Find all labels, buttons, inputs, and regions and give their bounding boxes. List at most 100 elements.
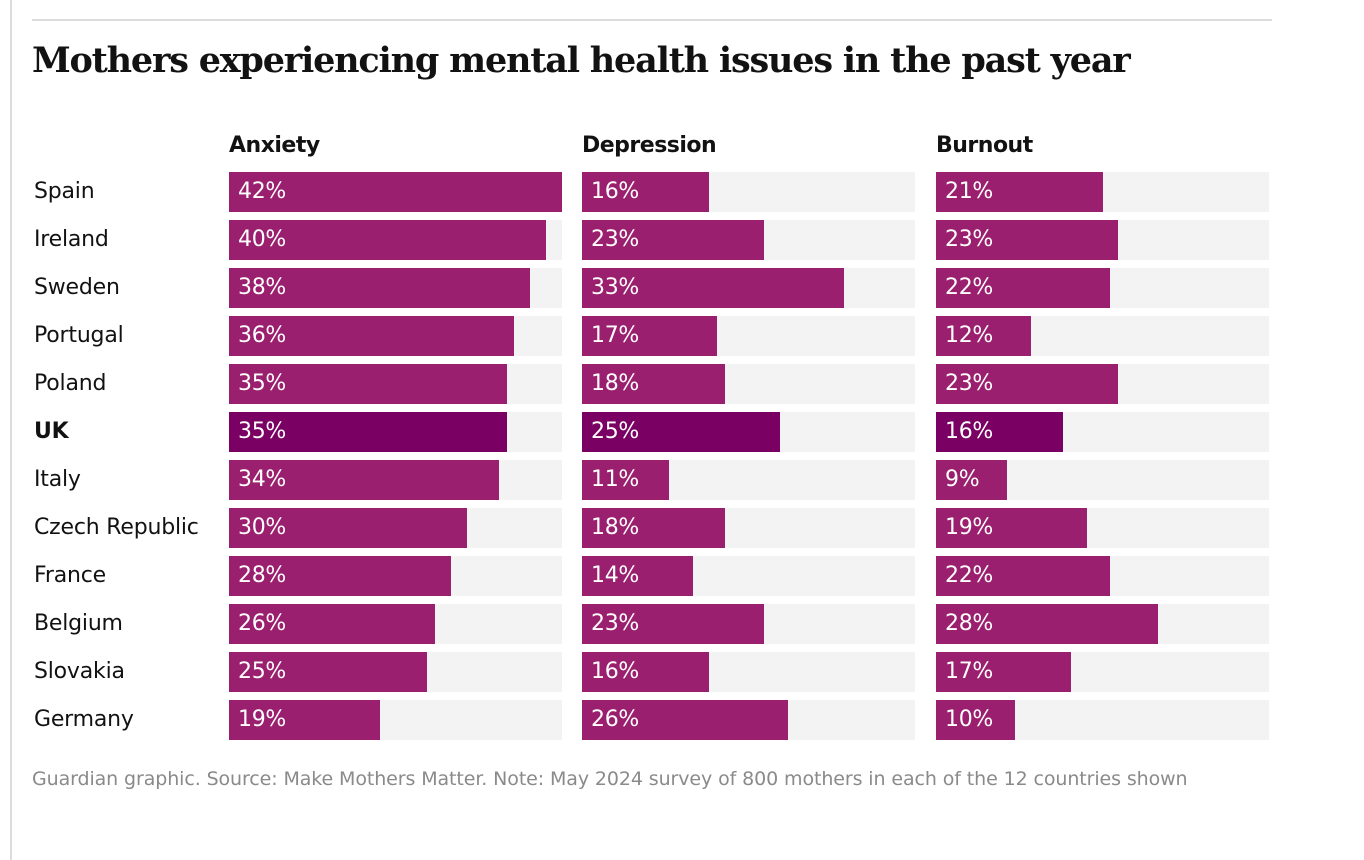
bar-anxiety: 28%: [229, 556, 451, 596]
data-label: 23%: [591, 227, 639, 252]
bar-track: 18%: [582, 508, 915, 548]
bar-track: 14%: [582, 556, 915, 596]
bar-track: 19%: [936, 508, 1269, 548]
data-label: 28%: [945, 611, 993, 636]
bar-track: 18%: [582, 364, 915, 404]
country-label: Portugal: [34, 323, 124, 348]
data-label: 18%: [591, 371, 639, 396]
bar-anxiety: 34%: [229, 460, 499, 500]
bar-anxiety: 40%: [229, 220, 547, 260]
data-label: 22%: [945, 275, 993, 300]
bar-anxiety: 36%: [229, 316, 515, 356]
data-label: 16%: [945, 419, 993, 444]
data-label: 23%: [945, 371, 993, 396]
data-label: 35%: [238, 371, 286, 396]
bar-depression: 18%: [582, 508, 725, 548]
data-label: 12%: [945, 323, 993, 348]
country-label: Italy: [34, 467, 81, 492]
bar-burnout: 21%: [936, 172, 1103, 212]
bar-track: 17%: [936, 652, 1269, 692]
bar-track: 28%: [936, 604, 1269, 644]
data-label: 25%: [238, 659, 286, 684]
bar-depression: 16%: [582, 172, 709, 212]
data-label: 21%: [945, 179, 993, 204]
bar-burnout: 19%: [936, 508, 1087, 548]
bar-depression: 11%: [582, 460, 670, 500]
bar-burnout: 23%: [936, 364, 1119, 404]
data-label: 16%: [591, 659, 639, 684]
data-label: 9%: [945, 467, 980, 492]
country-label: Belgium: [34, 611, 123, 636]
bar-track: 35%: [229, 364, 562, 404]
bar-track: 16%: [936, 412, 1269, 452]
bar-track: 34%: [229, 460, 562, 500]
source-note: Guardian graphic. Source: Make Mothers M…: [32, 768, 1188, 790]
bar-burnout: 16%: [936, 412, 1063, 452]
data-label: 28%: [238, 563, 286, 588]
bar-depression: 16%: [582, 652, 709, 692]
data-label: 42%: [238, 179, 286, 204]
bar-track: 40%: [229, 220, 562, 260]
country-label: Poland: [34, 371, 107, 396]
bar-track: 23%: [936, 220, 1269, 260]
bar-track: 25%: [229, 652, 562, 692]
bar-track: 25%: [582, 412, 915, 452]
bar-track: 16%: [582, 172, 915, 212]
data-label: 25%: [591, 419, 639, 444]
column-header-depression: Depression: [582, 133, 717, 158]
bar-track: 22%: [936, 556, 1269, 596]
bar-burnout: 22%: [936, 268, 1111, 308]
bar-anxiety: 35%: [229, 364, 507, 404]
bar-depression: 33%: [582, 268, 844, 308]
data-label: 17%: [945, 659, 993, 684]
bar-track: 23%: [936, 364, 1269, 404]
bar-track: 17%: [582, 316, 915, 356]
country-label: Czech Republic: [34, 515, 199, 540]
bar-burnout: 22%: [936, 556, 1111, 596]
bar-track: 33%: [582, 268, 915, 308]
country-label: Ireland: [34, 227, 109, 252]
bar-track: 30%: [229, 508, 562, 548]
bar-anxiety: 30%: [229, 508, 467, 548]
bar-depression: 25%: [582, 412, 781, 452]
bar-track: 9%: [936, 460, 1269, 500]
top-rule: [32, 19, 1272, 21]
bar-track: 36%: [229, 316, 562, 356]
data-label: 40%: [238, 227, 286, 252]
bar-track: 22%: [936, 268, 1269, 308]
bar-depression: 18%: [582, 364, 725, 404]
bar-track: 35%: [229, 412, 562, 452]
bar-track: 12%: [936, 316, 1269, 356]
bar-depression: 23%: [582, 604, 765, 644]
bar-track: 19%: [229, 700, 562, 740]
bar-track: 42%: [229, 172, 562, 212]
bar-track: 11%: [582, 460, 915, 500]
bar-anxiety: 38%: [229, 268, 531, 308]
data-label: 19%: [945, 515, 993, 540]
data-label: 34%: [238, 467, 286, 492]
country-label: Slovakia: [34, 659, 125, 684]
bar-burnout: 12%: [936, 316, 1032, 356]
bar-burnout: 9%: [936, 460, 1008, 500]
bar-track: 16%: [582, 652, 915, 692]
country-label: Germany: [34, 707, 134, 732]
column-header-burnout: Burnout: [936, 133, 1033, 158]
bar-track: 21%: [936, 172, 1269, 212]
bar-anxiety: 26%: [229, 604, 436, 644]
bar-track: 28%: [229, 556, 562, 596]
bar-anxiety: 35%: [229, 412, 507, 452]
bar-track: 38%: [229, 268, 562, 308]
data-label: 23%: [591, 611, 639, 636]
country-label: France: [34, 563, 106, 588]
data-label: 23%: [945, 227, 993, 252]
data-label: 17%: [591, 323, 639, 348]
data-label: 16%: [591, 179, 639, 204]
data-label: 26%: [238, 611, 286, 636]
data-label: 19%: [238, 707, 286, 732]
bar-depression: 14%: [582, 556, 693, 596]
bar-burnout: 10%: [936, 700, 1016, 740]
left-border: [10, 0, 12, 860]
bar-anxiety: 42%: [229, 172, 562, 212]
data-label: 10%: [945, 707, 993, 732]
data-label: 38%: [238, 275, 286, 300]
